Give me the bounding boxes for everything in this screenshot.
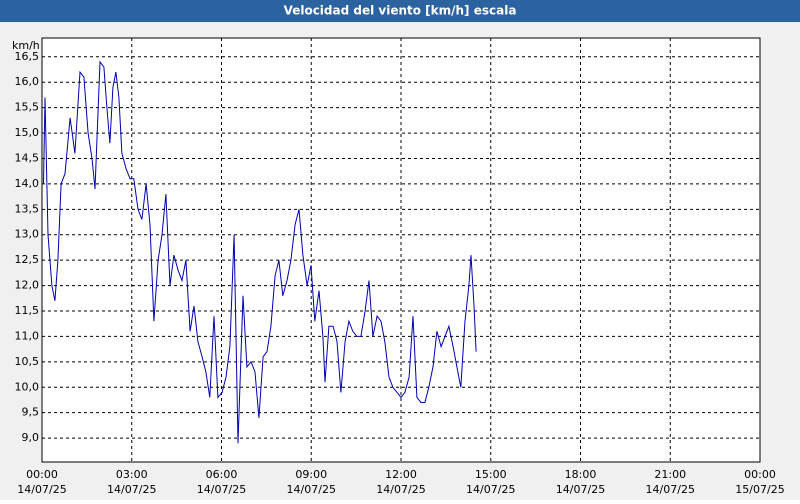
x-tick-label: 06:00: [206, 468, 238, 481]
x-tick-date: 14/07/25: [197, 483, 246, 496]
y-tick-label: 10,0: [15, 380, 40, 393]
y-tick-label: 12,0: [15, 279, 40, 292]
y-tick-label: 16,0: [15, 75, 40, 88]
y-tick-label: 16,5: [15, 50, 40, 63]
y-tick-label: 14,5: [15, 151, 40, 164]
y-tick-label: 13,5: [15, 202, 40, 215]
x-tick-label: 15:00: [475, 468, 507, 481]
y-tick-label: 15,5: [15, 101, 40, 114]
x-tick-label: 18:00: [565, 468, 597, 481]
y-axis-label: km/h: [12, 39, 40, 52]
y-tick-label: 15,0: [15, 126, 40, 139]
x-tick-date: 14/07/25: [287, 483, 336, 496]
x-tick-label: 00:00: [26, 468, 58, 481]
y-tick-label: 10,5: [15, 355, 40, 368]
y-tick-label: 9,5: [22, 406, 40, 419]
y-tick-label: 9,0: [22, 431, 40, 444]
x-tick-label: 12:00: [385, 468, 417, 481]
y-tick-label: 13,0: [15, 228, 40, 241]
x-tick-date: 14/07/25: [646, 483, 695, 496]
x-tick-label: 03:00: [116, 468, 148, 481]
y-tick-label: 14,0: [15, 177, 40, 190]
x-tick-date: 15/07/25: [735, 483, 784, 496]
chart-title: Velocidad del viento [km/h] escala: [284, 4, 517, 18]
title-bar: [0, 0, 800, 22]
x-tick-date: 14/07/25: [376, 483, 425, 496]
y-tick-label: 11,0: [15, 329, 40, 342]
x-tick-date: 14/07/25: [17, 483, 66, 496]
x-tick-label: 21:00: [654, 468, 686, 481]
y-tick-label: 12,5: [15, 253, 40, 266]
x-tick-date: 14/07/25: [466, 483, 515, 496]
x-tick-date: 14/07/25: [556, 483, 605, 496]
y-tick-label: 11,5: [15, 304, 40, 317]
line: [43, 60, 477, 444]
x-tick-date: 14/07/25: [107, 483, 156, 496]
x-tick-label: 09:00: [295, 468, 327, 481]
x-tick-label: 00:00: [744, 468, 776, 481]
plot-border: [41, 37, 761, 463]
